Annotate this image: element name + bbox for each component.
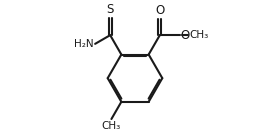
Text: H₂N: H₂N bbox=[74, 39, 94, 49]
Text: O: O bbox=[155, 4, 164, 17]
Text: O: O bbox=[180, 29, 190, 42]
Text: CH₃: CH₃ bbox=[189, 30, 208, 40]
Text: S: S bbox=[106, 3, 114, 16]
Text: CH₃: CH₃ bbox=[102, 121, 121, 131]
